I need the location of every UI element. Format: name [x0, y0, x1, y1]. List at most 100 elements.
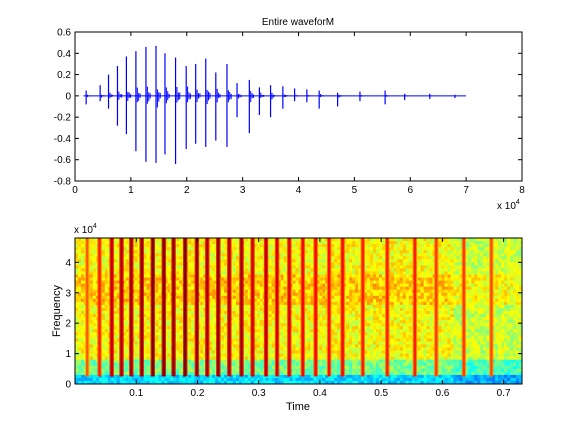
spectrogram-cell [337, 274, 341, 278]
spectrogram-cell [122, 298, 126, 303]
spectrogram-cell [501, 262, 505, 266]
spectrogram-cell [155, 320, 159, 324]
spectrogram-cell [390, 247, 395, 251]
spectrogram-cell [405, 295, 410, 300]
spectrogram-cell [268, 304, 272, 309]
spectrogram-cell [405, 268, 410, 272]
spectrogram-cell [349, 259, 353, 263]
spectrogram-cell [271, 274, 275, 278]
spectrogram-cell [447, 253, 451, 257]
spectrogram-cell [304, 320, 308, 324]
spectrogram-cell [349, 304, 353, 309]
spectrogram-cell [459, 274, 463, 278]
spectrogram-cell [188, 265, 192, 269]
spectrogram-cell [158, 238, 162, 242]
spectrogram-cell [280, 304, 284, 309]
spectrogram-cell [370, 326, 374, 330]
spectrogram-cell [176, 314, 180, 318]
spectrogram-cell [498, 271, 502, 275]
spectrogram-cell [358, 283, 362, 287]
spectrogram-cell [501, 304, 505, 309]
spectrogram-cell [200, 301, 204, 306]
spectrogram-cell [164, 295, 168, 300]
spectrogram-cell [387, 256, 392, 260]
spectrogram-cell [179, 332, 183, 336]
spectrogram-cell [307, 311, 311, 315]
spectrogram-cell [122, 277, 126, 281]
spectrogram-cell [146, 250, 150, 254]
spectrogram-cell [283, 238, 287, 242]
spectrogram-cell [408, 289, 413, 294]
spectrogram-cell [221, 292, 225, 297]
spectrogram-cell [405, 238, 410, 242]
spectrogram-cell [399, 241, 404, 245]
spectrogram-cell [393, 307, 398, 312]
spectrogram-cell [191, 320, 195, 324]
spectrogram-cell [283, 256, 287, 260]
spectrogram-cell [355, 329, 359, 333]
spectrogram-cell [450, 317, 454, 321]
spectrogram-cell [444, 238, 448, 242]
spectrogram-cell [244, 241, 249, 245]
spectrogram-cell [474, 298, 478, 303]
spectrogram-cell [343, 307, 347, 312]
spectrogram-cell [504, 271, 508, 275]
spectrogram-cell [495, 247, 499, 251]
spectrogram-cell [277, 317, 281, 321]
spectrogram-cell [364, 262, 368, 266]
spectrogram-cell [259, 286, 264, 291]
spectrogram-cell [447, 247, 451, 251]
spectrogram-cell [426, 238, 430, 242]
spectrogram-cell [504, 277, 508, 281]
spectrogram-cell [370, 259, 374, 263]
spectrogram-cell [221, 271, 225, 275]
spectrogram-cell [364, 265, 368, 269]
spectrogram-cell [203, 283, 207, 287]
spectrogram-cell [179, 268, 183, 272]
spectrogram-cell [167, 314, 171, 318]
spectrogram-cell [516, 307, 520, 312]
spectrogram-cell [381, 283, 386, 287]
spectrogram-cell [453, 247, 457, 251]
spectrogram-cell [277, 265, 281, 269]
spectrogram-cell [113, 268, 118, 272]
spectrogram-cell [483, 262, 487, 266]
spectrogram-cell [510, 283, 514, 287]
spectrogram-cell [519, 289, 523, 294]
spectrogram-cell [373, 283, 377, 287]
spectrogram-cell [468, 250, 472, 254]
spectrogram-cell [209, 301, 213, 306]
spectrogram-cell [349, 277, 353, 281]
spectrogram-cell [224, 262, 228, 266]
spectrogram-cell [209, 241, 213, 245]
spectrogram-cell [122, 274, 126, 278]
spectrogram-cell [292, 280, 296, 284]
spectrogram-cell [405, 326, 410, 330]
spectrogram-cell [319, 244, 323, 248]
spectrogram-cell [352, 253, 356, 257]
spectrogram-cell [399, 259, 404, 263]
spectrogram-cell [235, 280, 240, 284]
spectrogram-cell [364, 283, 368, 287]
spectrogram-cell [203, 314, 207, 318]
spectrogram-cell [483, 314, 487, 318]
spectrogram-cell [498, 317, 502, 321]
spectrogram-cell [438, 332, 442, 336]
spectrogram-cell [507, 256, 511, 260]
spectrogram-cell [322, 259, 326, 263]
spectrogram-cell [307, 298, 311, 303]
spectrogram-cell [122, 320, 126, 324]
spectrogram-cell [235, 307, 240, 312]
spectrogram-cell [176, 320, 180, 324]
spectrogram-cell [334, 289, 338, 294]
spectrogram-cell [292, 329, 296, 333]
spectrogram-cell [420, 268, 424, 272]
spectrogram-cell [444, 268, 448, 272]
spectrogram-cell [280, 283, 284, 287]
spectrogram-cell [334, 274, 338, 278]
spectrogram-cell [116, 289, 120, 294]
waveform-y-ticks: 0.60.40.20-0.2-0.4-0.6-0.8 [54, 28, 522, 188]
spectrogram-cell [349, 244, 353, 248]
spectrogram-cell [164, 307, 168, 312]
spectrogram-cell [307, 292, 311, 297]
